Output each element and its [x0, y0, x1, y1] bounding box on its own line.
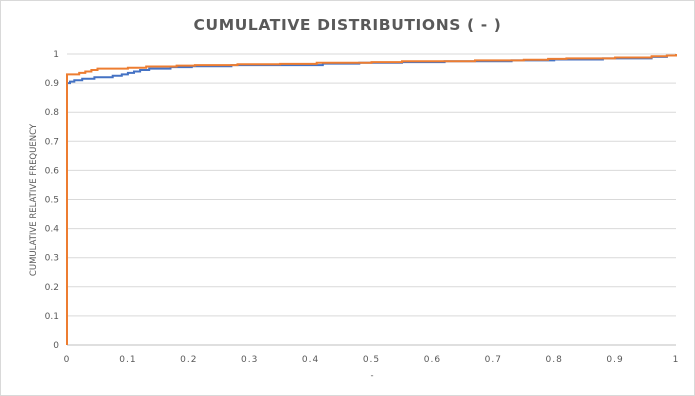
x-tick-label: 0.6 — [424, 355, 441, 365]
x-tick-label: 0.4 — [302, 355, 319, 365]
y-tick-label: 0.2 — [45, 283, 59, 293]
y-tick-label: 0.8 — [45, 108, 60, 118]
x-tick-label: 0.7 — [485, 355, 502, 365]
x-tick-label: 0 — [64, 355, 71, 365]
y-tick-label: 0.9 — [45, 79, 60, 89]
x-tick-label: 1 — [673, 355, 680, 365]
series-lines — [66, 54, 677, 345]
y-tick-label: 0.5 — [45, 196, 59, 206]
y-tick-label: 0.6 — [45, 166, 60, 176]
y-tick-label: 1 — [53, 50, 59, 60]
x-tick-label: 0.9 — [606, 355, 623, 365]
grid-lines — [67, 53, 676, 317]
x-tick-label: 0.8 — [546, 355, 563, 365]
y-tick-label: 0 — [53, 341, 59, 351]
x-tick-label: 0.1 — [119, 355, 136, 365]
x-tick-label: 0.5 — [363, 355, 380, 365]
y-tick-label: 0.1 — [45, 312, 59, 322]
y-tick-label: 0.3 — [45, 254, 59, 264]
x-tick-label: 0.3 — [241, 355, 258, 365]
y-tick-label: 0.4 — [45, 225, 60, 235]
series-line-2 — [66, 54, 677, 345]
y-tick-label: 0.7 — [45, 137, 59, 147]
x-tick-label: 0.2 — [180, 355, 197, 365]
x-axis-title: - — [370, 371, 373, 381]
chart-title: CUMULATIVE DISTRIBUTIONS ( - ) — [193, 16, 502, 34]
y-axis-title: CUMULATIVE RELATIVE FREQUENCY — [29, 123, 39, 276]
y-tick-labels: 0 0.1 0.2 0.3 0.4 0.5 0.6 0.7 0.8 0.9 1 — [45, 50, 60, 351]
x-tick-labels: 0 0.1 0.2 0.3 0.4 0.5 0.6 0.7 0.8 0.9 1 — [64, 355, 680, 365]
